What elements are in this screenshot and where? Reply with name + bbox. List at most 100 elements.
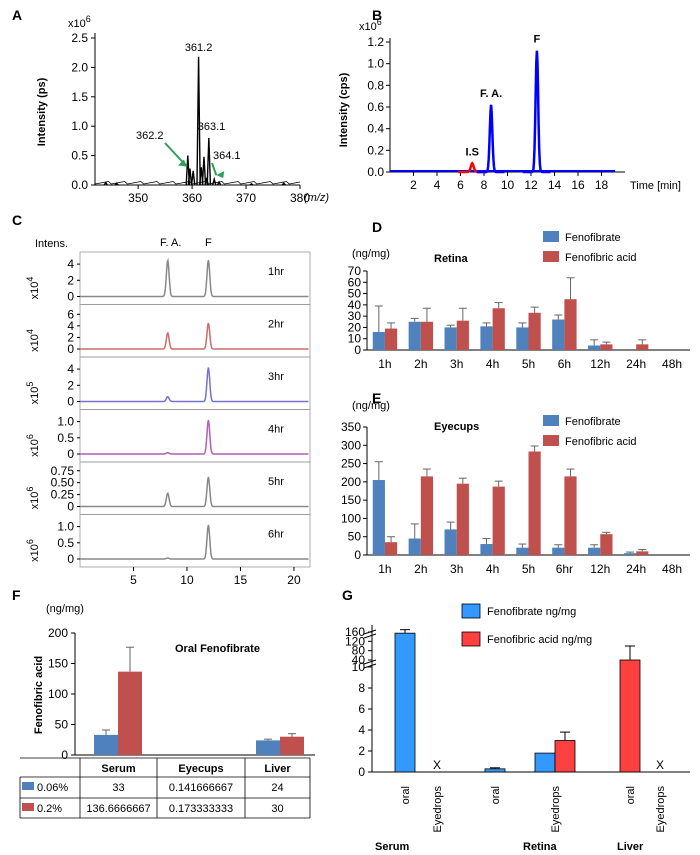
c-ytick-label: 0.5 [57,431,74,445]
c-ytick-label: 4 [67,319,74,333]
d-bar [492,308,505,350]
b-ytick-label: 1.0 [367,57,384,71]
a-peak [206,137,212,186]
f-title: Oral Fenofibrate [175,643,260,655]
f-y-axis-label: Fenofibric acid [33,656,45,734]
c-row-multiplier: x106 [25,487,41,510]
c-xtick-label: 10 [180,573,194,587]
c-xtick-label: 5 [130,573,137,587]
e-ytick-label: 250 [341,457,361,471]
e-category-label: 6hr [556,562,573,576]
f-table-cell: 33 [112,782,124,794]
e-bar [444,529,457,555]
c-row-multiplier: x106 [25,434,41,457]
g-ytick-label: 6 [358,702,365,716]
d-category-label: 1h [378,357,391,371]
d-category-label: 24h [626,357,646,371]
panel-label-e: E [372,390,381,406]
a-arrow-2-head [216,171,225,179]
a-annotation-364: 364.1 [213,150,241,162]
d-unit: (ng/mg) [352,248,390,260]
a-ytick-label: 1.0 [71,119,88,133]
a-annotation-362: 362.2 [136,130,164,142]
c-row-time: 3hr [268,371,284,383]
f-bar [118,671,142,755]
f-ytick-label: 50 [55,718,69,732]
b-xtick-label: 16 [571,178,585,192]
f-table-header: Eyecups [178,763,223,775]
a-peak [114,182,119,186]
d-bar [588,345,601,350]
c-trace-4hr [80,419,309,455]
a-arrow-2 [211,162,218,176]
e-bar [588,547,601,555]
b-xtick-label: 6 [457,178,464,192]
f-table-cell: 0.173333333 [169,803,233,815]
e-category-label: 5h [522,562,535,576]
f-bar [280,736,304,755]
d-ytick-label: 0 [354,343,361,357]
e-legend-label: Fenofibric acid [565,436,637,448]
e-category-label: 12h [590,562,610,576]
a-peak [281,182,286,186]
g-legend-label: Fenofibric acid ng/mg [487,634,592,646]
c-ytick-label: 4 [67,257,74,271]
b-peak-1 [476,104,505,174]
e-unit: (ng/mg) [352,400,390,412]
g-ytick-label: 80 [352,644,366,658]
a-baseline-noise [94,181,301,185]
f-bar [94,734,118,755]
c-row-multiplier: x104 [25,329,41,352]
d-ytick-label: 30 [348,309,362,323]
d-bar [516,327,529,350]
b-xtick-label: 10 [501,178,515,192]
e-category-label: 3h [450,562,463,576]
e-category-label: 2h [414,562,427,576]
e-bar [623,553,637,555]
e-bar [384,542,398,555]
b-ytick-label: 0.0 [367,165,384,179]
a-peak [211,176,217,186]
c-row-frame [79,514,311,568]
d-legend-swatch [543,231,559,242]
g-category-label: Eyedrops [432,786,444,833]
d-category-label: 48h [662,357,682,371]
g-category-label: oral [400,786,412,804]
e-category-label: 48h [662,562,682,576]
g-group-label: Liver [617,841,644,853]
c-ytick-label: 0 [67,342,74,356]
c-trace-1hr [80,257,309,298]
f-table-cell: 30 [271,803,283,815]
d-ytick-label: 60 [348,275,362,289]
g-category-label: Eyedrops [550,786,562,833]
b-y-axis-label: Intensity (cps) [338,72,350,147]
b-ytick-label: 0.8 [367,78,384,92]
d-legend-label: Fenofibrate [565,232,621,244]
g-bar [484,768,506,773]
c-row-multiplier: x104 [25,277,41,300]
a-arrow-1-head [177,159,187,167]
e-ytick-label: 150 [341,493,361,507]
a-ytick-label: 2.5 [71,31,88,45]
f-bar [256,740,280,755]
f-table-swatch [22,782,34,790]
e-ytick-label: 50 [348,530,362,544]
c-row-time: 6hr [268,529,284,541]
d-category-label: 6h [558,357,571,371]
g-ytick-label: 120 [345,634,365,648]
a-peak [216,180,222,186]
e-bar [480,544,493,555]
d-bar [456,320,469,350]
d-bar [420,321,434,350]
c-ytick-label: 1.0 [57,520,74,534]
c-y-axis-label: Intens. [35,238,68,250]
e-title: Eyecups [434,421,479,433]
g-bar [534,752,556,773]
e-ytick-label: 300 [341,438,361,452]
d-bar [564,299,577,350]
a-y-multiplier: x106 [68,14,91,30]
e-category-label: 24h [626,562,646,576]
c-ytick-label: 2 [67,378,74,392]
a-x-axis-label: (m/z) [304,192,329,204]
b-peak-label-2: F [534,34,541,46]
